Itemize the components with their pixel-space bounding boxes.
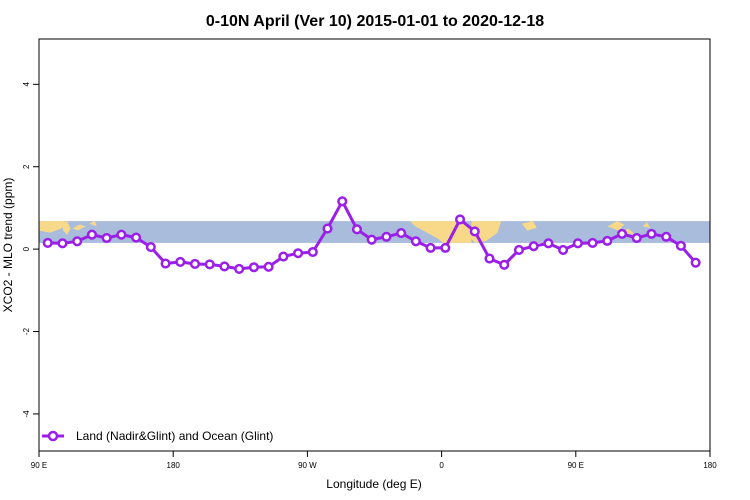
x-tick-label-2: 90 W bbox=[298, 461, 317, 470]
data-point-3 bbox=[86, 229, 97, 240]
data-point-40 bbox=[631, 232, 642, 244]
data-point-28 bbox=[455, 214, 466, 225]
data-point-29 bbox=[469, 226, 480, 237]
data-point-16 bbox=[278, 251, 289, 262]
data-point-2 bbox=[72, 236, 83, 247]
data-point-32 bbox=[513, 244, 525, 255]
data-point-33 bbox=[528, 241, 539, 252]
data-point-15 bbox=[263, 261, 274, 272]
data-point-34 bbox=[543, 238, 554, 249]
data-point-18 bbox=[307, 246, 318, 258]
plot-frame bbox=[38, 38, 711, 452]
plot-area bbox=[38, 38, 711, 452]
data-point-7 bbox=[145, 242, 156, 253]
data-point-24 bbox=[396, 228, 407, 239]
data-point-31 bbox=[499, 259, 510, 270]
y-tick-label-1: -2 bbox=[22, 327, 31, 335]
data-point-4 bbox=[101, 232, 112, 244]
y-tick-label-0: -4 bbox=[22, 410, 31, 418]
data-point-9 bbox=[175, 256, 186, 267]
data-point-42 bbox=[661, 231, 672, 242]
land-patch-8 bbox=[622, 228, 636, 235]
data-point-36 bbox=[572, 238, 583, 249]
data-point-27 bbox=[440, 242, 451, 253]
series-layer bbox=[42, 196, 701, 274]
data-point-14 bbox=[248, 262, 259, 273]
data-point-35 bbox=[558, 244, 569, 255]
data-point-19 bbox=[322, 223, 333, 234]
chart-title: 0-10N April (Ver 10) 2015-01-01 to 2020-… bbox=[206, 13, 544, 30]
y-tick-label-2: 0 bbox=[22, 246, 31, 251]
y-tick-label-4: 4 bbox=[22, 82, 31, 87]
data-point-38 bbox=[602, 235, 613, 246]
land-patch-7 bbox=[607, 221, 625, 231]
data-point-41 bbox=[646, 228, 657, 239]
data-point-0 bbox=[42, 237, 53, 248]
data-point-11 bbox=[204, 259, 215, 270]
data-point-23 bbox=[381, 231, 392, 242]
x-tick-label-5: 180 bbox=[703, 461, 717, 470]
legend-swatch-marker bbox=[47, 430, 59, 442]
data-point-20 bbox=[337, 196, 348, 207]
data-point-1 bbox=[57, 238, 68, 249]
land-patch-3 bbox=[89, 221, 97, 227]
data-point-5 bbox=[116, 229, 127, 240]
ocean-band bbox=[39, 221, 710, 243]
data-point-6 bbox=[131, 232, 142, 243]
land-patch-0 bbox=[39, 221, 66, 233]
data-point-39 bbox=[616, 228, 628, 239]
x-tick-label-0: 90 E bbox=[31, 461, 47, 470]
data-point-43 bbox=[675, 240, 686, 251]
data-point-17 bbox=[293, 248, 304, 259]
land-patch-2 bbox=[72, 224, 86, 231]
land-patch-9 bbox=[642, 222, 651, 228]
legend: Land (Nadir&Glint) and Ocean (Glint) bbox=[42, 429, 273, 443]
data-point-44 bbox=[690, 257, 701, 268]
land-patch-1 bbox=[61, 221, 71, 235]
land-patch-6 bbox=[521, 221, 537, 231]
data-point-8 bbox=[160, 258, 171, 269]
data-point-30 bbox=[484, 253, 495, 264]
data-point-13 bbox=[234, 263, 245, 274]
data-point-10 bbox=[189, 258, 201, 270]
data-point-22 bbox=[366, 234, 377, 245]
data-point-21 bbox=[351, 224, 363, 235]
data-point-12 bbox=[219, 261, 230, 272]
x-tick-label-3: 0 bbox=[439, 461, 444, 470]
x-tick-label-1: 180 bbox=[167, 461, 181, 470]
x-axis: 90 E 180 90 W 0 90 E 180 bbox=[31, 451, 717, 470]
map-band bbox=[39, 221, 710, 243]
data-point-37 bbox=[587, 237, 598, 248]
legend-label: Land (Nadir&Glint) and Ocean (Glint) bbox=[76, 429, 273, 443]
x-axis-label: Longitude (deg E) bbox=[326, 477, 421, 491]
y-tick-label-3: 2 bbox=[22, 164, 31, 169]
x-tick-label-4: 90 E bbox=[568, 461, 584, 470]
data-point-25 bbox=[410, 236, 421, 247]
data-point-26 bbox=[425, 242, 436, 253]
y-axis-label: XCO2 - MLO trend (ppm) bbox=[1, 178, 15, 313]
y-axis: -4 -2 0 2 4 bbox=[22, 82, 39, 418]
